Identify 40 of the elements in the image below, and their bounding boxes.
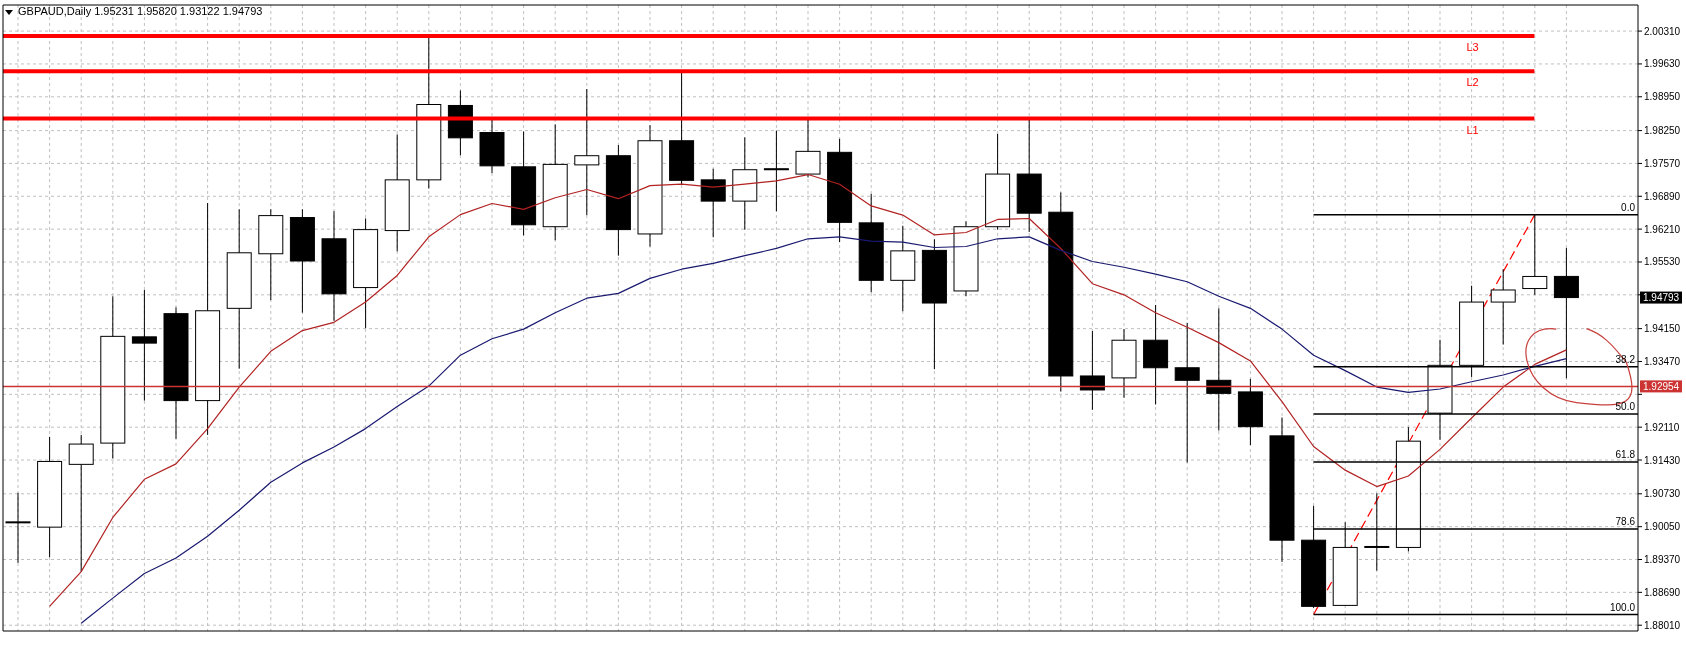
y-tick-label: 2.00310 — [1644, 25, 1681, 37]
y-tick-label: 1.94150 — [1644, 323, 1681, 335]
annotation: 100.0 — [1609, 601, 1636, 613]
y-tick-label: 1.91430 — [1644, 454, 1681, 466]
y-tick-label: 1.96210 — [1644, 223, 1681, 235]
candlestick — [131, 289, 157, 402]
annotation: 0.0 — [1621, 201, 1636, 213]
candlestick — [795, 119, 821, 178]
y-tick-label: 1.90730 — [1644, 488, 1681, 500]
y-tick-label: 1.98950 — [1644, 91, 1681, 103]
annotation: 78.6 — [1615, 516, 1636, 528]
y-tick-label: 1.96890 — [1644, 190, 1681, 202]
candlestick — [1206, 307, 1232, 432]
candlestick — [1174, 322, 1200, 463]
ref-line-label: L3 — [1466, 40, 1479, 53]
y-tick-label: 1.99630 — [1644, 58, 1681, 70]
candlestick — [574, 88, 600, 216]
y-tick-label: 1.95530 — [1644, 256, 1681, 268]
annotation: 50.0 — [1615, 401, 1636, 413]
annotation: 61.8 — [1615, 448, 1636, 460]
ref-line-label: 1.92954 — [1643, 380, 1680, 392]
candlestick — [700, 168, 726, 238]
candlestick — [68, 434, 94, 573]
chart-title: GBPAUD,Daily 1.95231 1.95820 1.93122 1.94793 — [18, 5, 263, 17]
y-tick-label: 1.98250 — [1644, 125, 1681, 137]
candlestick — [1490, 268, 1516, 346]
y-tick-label: 1.88690 — [1644, 586, 1681, 598]
y-tick-label: 1.88010 — [1644, 619, 1681, 631]
y-tick-label: 1.93470 — [1644, 355, 1681, 367]
ref-line-label: L2 — [1466, 76, 1479, 89]
line-series — [80, 236, 1567, 624]
y-tick-label: 1.90050 — [1644, 521, 1681, 533]
text: 1.94793 — [1643, 292, 1680, 304]
line-series — [49, 173, 1567, 607]
y-tick-label: 1.92110 — [1644, 421, 1680, 433]
y-tick-label: 1.97570 — [1644, 157, 1681, 169]
ref-line-label: L1 — [1466, 123, 1479, 136]
candlestick — [1079, 330, 1105, 411]
y-tick-label: 1.89370 — [1644, 554, 1681, 566]
candlestick — [763, 130, 789, 212]
